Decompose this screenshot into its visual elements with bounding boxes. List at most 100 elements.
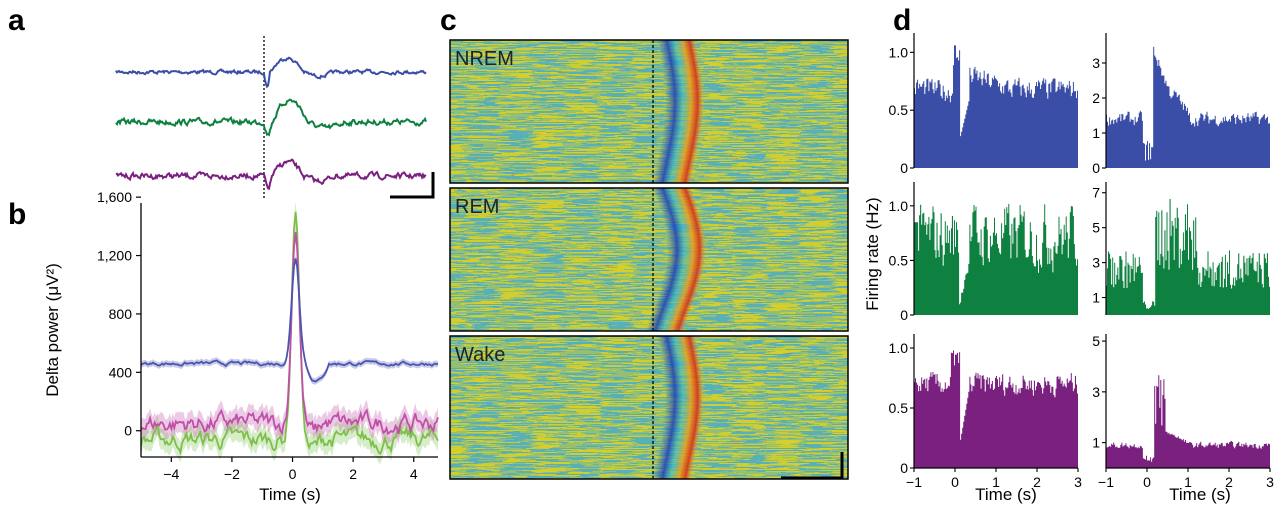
- c-wave-row: [664, 384, 705, 387]
- c-wave-row: [659, 444, 700, 447]
- c-wave-row: [659, 206, 700, 209]
- c-wave-row: [664, 100, 705, 103]
- c-wave-row: [656, 160, 697, 163]
- c-wave-row: [658, 342, 699, 345]
- d-xtick-label: 0: [951, 474, 959, 490]
- c-scale-bar: [781, 452, 844, 480]
- d-xtick-label: −1: [906, 474, 922, 490]
- b-xtick-label: 0: [289, 466, 297, 482]
- d-hist-r0c1: 0 1 2 3: [1092, 33, 1270, 176]
- c-heatmap-nrem: NREM: [449, 39, 849, 184]
- d-y-label: Firing rate (Hz): [863, 197, 882, 310]
- c-wave-row: [658, 293, 699, 296]
- b-x-label: Time (s): [259, 485, 321, 504]
- c-heatmap-rem: REM: [449, 187, 849, 332]
- d-ytick-label: 2: [1092, 90, 1100, 106]
- c-wave-row: [660, 438, 701, 441]
- c-heatmap-frame: [449, 187, 849, 332]
- d-hist-r1c0: 0 0.5 1.0: [889, 182, 1078, 323]
- c-wave-row: [666, 257, 707, 260]
- c-wave-row: [659, 145, 700, 148]
- panel-letter-c: c: [440, 4, 457, 37]
- c-wave-row: [664, 82, 705, 85]
- c-wave-row: [663, 372, 704, 375]
- b-xtick-label: −2: [224, 466, 240, 482]
- c-wave-row: [664, 269, 705, 272]
- c-wave-row: [663, 375, 704, 378]
- d-hist-r2c1: 1 3 5 −1 0 1 2 3: [1092, 333, 1274, 490]
- b-xtick-label: 4: [410, 466, 418, 482]
- c-wave-row: [655, 299, 696, 302]
- c-wave-row: [662, 218, 703, 221]
- c-wave-row: [656, 163, 697, 166]
- c-heatmap-wake: Wake: [449, 335, 849, 480]
- c-wave-row: [662, 429, 703, 432]
- c-wave-row: [664, 402, 705, 405]
- panel-letter-d: d: [893, 4, 912, 37]
- c-wave-row: [657, 43, 698, 46]
- c-wave-row: [658, 49, 699, 52]
- b-xtick-label: −4: [163, 466, 179, 482]
- c-wave-row: [661, 281, 702, 284]
- c-wave-row: [664, 396, 705, 399]
- c-wave-row: [666, 239, 707, 242]
- panel-a-traces: [115, 36, 435, 199]
- c-wave-row: [659, 441, 700, 444]
- c-wave-row: [658, 447, 699, 450]
- c-wave-row: [663, 73, 704, 76]
- c-wave-row: [664, 378, 705, 381]
- c-wave-row: [663, 76, 704, 79]
- d-xtick-label: 3: [1074, 474, 1082, 490]
- c-wave-row: [666, 251, 707, 254]
- c-wave-row: [664, 224, 705, 227]
- c-wave-row: [658, 154, 699, 157]
- c-wave-row: [664, 112, 705, 115]
- c-wave-row: [662, 426, 703, 429]
- c-wave-row: [653, 474, 694, 477]
- c-wave-row: [658, 345, 699, 348]
- c-wave-row: [652, 477, 693, 479]
- c-wave-row: [661, 284, 702, 287]
- panel-b-chart: −4 −2 0 2 4 0 400 800 1,200 1,600 Time (s) Delta…: [43, 189, 439, 504]
- c-wave-row: [662, 127, 703, 130]
- c-wave-row: [662, 366, 703, 369]
- c-wave-row: [646, 326, 687, 329]
- c-wave-row: [655, 166, 696, 169]
- c-wave-row: [666, 236, 707, 239]
- c-wave-row: [660, 209, 701, 212]
- c-wave-row: [654, 191, 695, 194]
- d-ytick-label: 1.0: [889, 198, 909, 214]
- c-wave-row: [661, 61, 702, 64]
- c-wave-row: [664, 405, 705, 408]
- d-ytick-label: 7: [1092, 185, 1100, 201]
- d-x-label-left: Time (s): [975, 485, 1037, 504]
- d-ytick-label: 0: [1092, 160, 1100, 176]
- d-ytick-label: 0: [900, 460, 908, 476]
- d-hist-r2c0: 00.51.0−1 0 1 2 3: [889, 334, 1082, 490]
- c-wave-row: [653, 471, 694, 474]
- d-hist-bars: [914, 350, 1078, 468]
- c-wave-row: [664, 411, 705, 414]
- c-wave-row: [664, 106, 705, 109]
- c-wave-row: [658, 46, 699, 49]
- d-hist-bars: [914, 45, 1078, 169]
- c-wave-row: [664, 103, 705, 106]
- d-ytick-label: 1.0: [889, 340, 909, 356]
- d-ytick-label: 1: [1092, 290, 1100, 306]
- d-ytick-label: 5: [1092, 220, 1100, 236]
- c-wave-row: [662, 363, 703, 366]
- c-wave-row: [664, 272, 705, 275]
- c-wave-row: [665, 266, 706, 269]
- c-wave-row: [658, 450, 699, 453]
- c-wave-row: [664, 387, 705, 390]
- a-trace-rem: [115, 98, 427, 137]
- c-wave-row: [647, 323, 688, 326]
- d-hist-r0c0: 0 0.5 1.0: [889, 33, 1078, 176]
- c-wave-row: [653, 178, 694, 181]
- d-ytick-label: 5: [1092, 333, 1100, 349]
- c-wave-row: [652, 308, 693, 311]
- c-wave-row: [655, 462, 696, 465]
- c-wave-row: [659, 348, 700, 351]
- panel-letter-b: b: [8, 198, 27, 231]
